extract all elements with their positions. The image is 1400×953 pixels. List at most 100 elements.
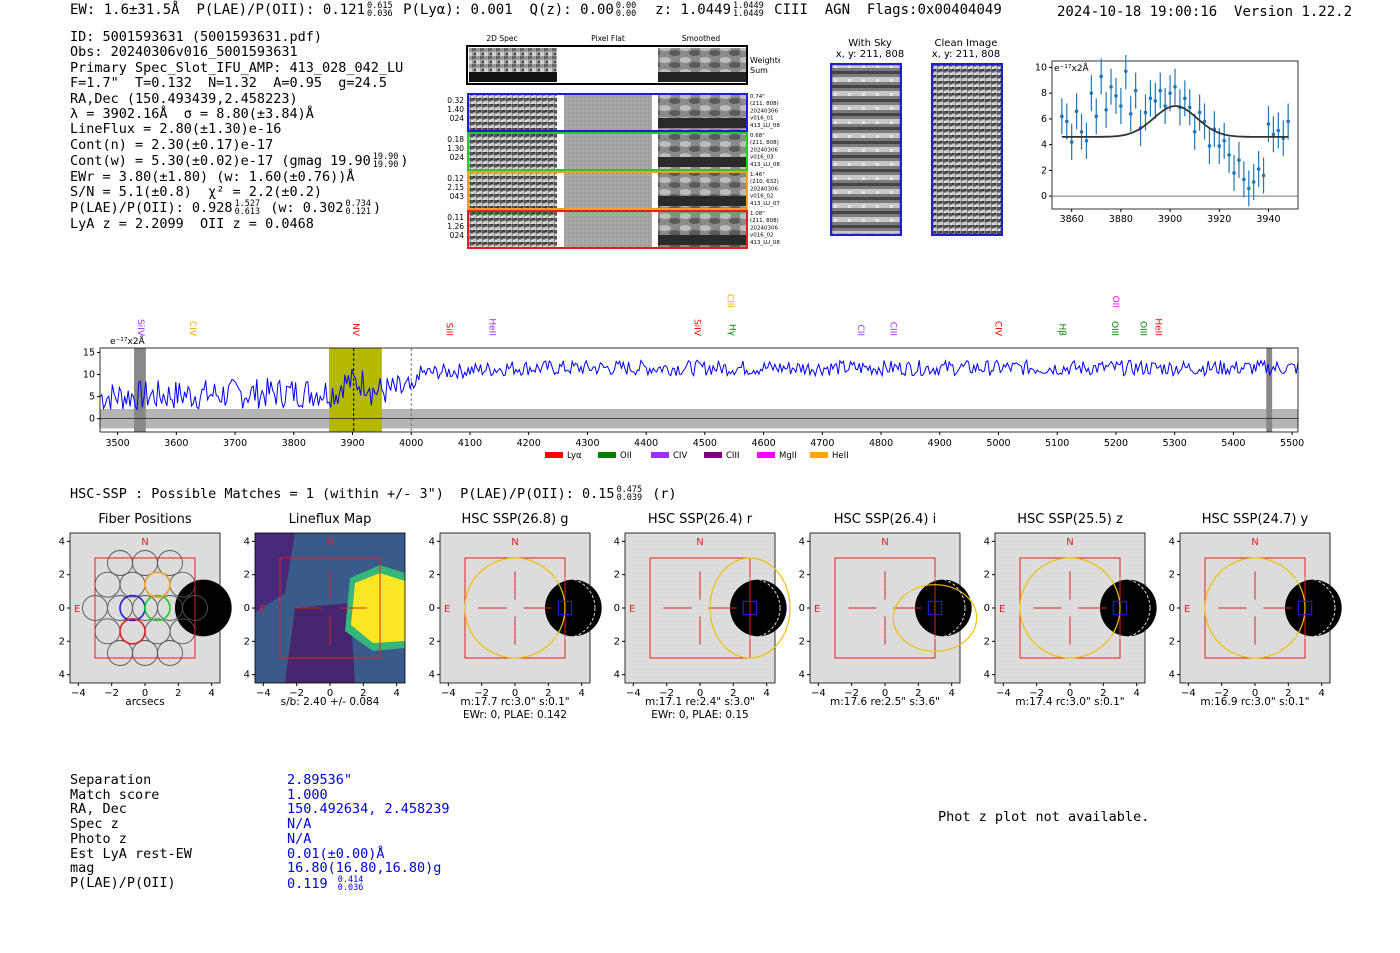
match-circle	[1089, 577, 1151, 639]
cutout-smoothed-band	[658, 196, 746, 206]
match-value: 0.119 0.414 0.036	[287, 874, 364, 893]
col-2d-spec: 2D Spec	[486, 34, 517, 43]
match-table: Separation 2.89536" Match score 1.000 RA, De…	[70, 773, 450, 892]
panel-title: HSC SSP(26.4) r	[647, 512, 753, 527]
info-sn: S/N = 5.1(±0.8) χ² = 2.2(±0.2)	[70, 184, 322, 201]
panel-ytick-label: 0	[244, 603, 250, 614]
north-label: N	[141, 537, 148, 548]
zoom-ytick-label: 4	[1041, 140, 1047, 151]
zoom-data-point	[1286, 119, 1290, 124]
match-key: Separation	[70, 772, 152, 788]
panel-ytick-label: 2	[984, 570, 990, 581]
match-value: 0.01(±0.00)Å	[287, 845, 385, 862]
match-circle	[719, 577, 781, 639]
panel-xtick-label: 4	[1318, 688, 1324, 699]
cutout-row-left-label: 0.12	[447, 174, 464, 183]
info-lambda: λ = 3902.16Å σ = 8.80(±3.84)Å	[70, 106, 314, 123]
spec-legend-label: Lyα	[567, 451, 582, 461]
spec-line-label: SiIV	[135, 319, 145, 337]
panel-xtick-label: 4	[393, 688, 399, 699]
cutout-row-left-label: 043	[450, 192, 465, 201]
panel-xtick-label: 0	[697, 688, 703, 699]
panel-ytick-label: −4	[613, 670, 620, 681]
col-smoothed: Smoothed	[682, 34, 721, 43]
zoom-data-point	[1222, 138, 1226, 143]
header-z-range: 1.0449 1.0449	[733, 1, 764, 19]
spec-line-label: OIII	[1109, 321, 1119, 336]
header-z: z: 1.0449	[655, 2, 732, 18]
cutout-pixel-flat	[564, 133, 652, 170]
cutout-2d-spec	[469, 94, 557, 131]
panel-xtick-label: 0	[1252, 688, 1258, 699]
info-fwhm: F=1.7" T=0.132 N=1.32 A=0.95 g=24.5	[70, 75, 387, 92]
panel-xtick-label: −2	[474, 688, 489, 699]
panel-ytick-label: −2	[428, 636, 435, 647]
match-table-row: Est LyA rest-EW 0.01(±0.00)Å	[70, 845, 450, 862]
zoom-data-point	[1128, 111, 1133, 116]
panel-ytick-label: 4	[59, 536, 65, 547]
spec-xtick-label: 3900	[340, 438, 364, 449]
match-key: mag	[70, 860, 95, 877]
bright-source	[545, 579, 602, 637]
weighted-sum-smoothed-band	[658, 72, 746, 82]
with-sky-title: With Sky x, y: 211, 808	[835, 38, 905, 60]
spec-legend-swatch	[545, 452, 563, 458]
panel-ytick-label: 2	[1169, 570, 1175, 581]
match-key: RA, Dec	[70, 801, 127, 818]
panel-image: N E −4 −4 −2 −2 0 0 2 2 4 4	[243, 532, 406, 699]
panel-xtick-label: 4	[578, 688, 584, 699]
bright-source	[915, 579, 972, 637]
panel-ytick-label: 0	[59, 603, 65, 614]
spec-xtick-label: 5100	[1045, 438, 1069, 449]
match-table-row: P(LAE)/P(OII) 0.119 0.414 0.036	[70, 874, 450, 893]
panel-xtick-label: −2	[844, 688, 859, 699]
imaging-panel: HSC SSP(26.8) g N E −4 −4 −2 −2 0 0 2 2 4 4 m:17.7 rc…	[428, 510, 625, 725]
zoom-fit-chart: 3860 3880 3900 3920 3940 0 2 4 6 8 10 e⁻¹⁷x2Å	[1035, 55, 1299, 225]
spec-xtick-label: 3500	[106, 438, 130, 449]
panel-xtick-label: −4	[626, 688, 641, 699]
header-plya: P(Lyα): 0.001	[403, 2, 513, 18]
cutout-row-frame	[467, 132, 748, 171]
panel-xtick-label: −2	[1214, 688, 1229, 699]
panel-xtick-label: 2	[1100, 688, 1106, 699]
match-table-row: RA, Dec 150.492634, 2.458239	[70, 802, 450, 817]
imaging-panel: Lineflux Map N E −4 −4 −2 −2 0 0 2 2 4 4 s/b: 2.40 +/…	[243, 510, 440, 725]
zoom-data-point	[1197, 110, 1202, 115]
cutout-row-left-label: 0.32	[447, 96, 464, 105]
match-key: Spec z	[70, 816, 119, 833]
panel-title: Lineflux Map	[288, 512, 372, 527]
spec-xtick-label: 4300	[575, 438, 599, 449]
panel-xtick-label: 2	[175, 688, 181, 699]
spec-ytick-label: 10	[83, 370, 95, 381]
north-label: N	[511, 537, 518, 548]
spec-legend-swatch	[757, 452, 775, 458]
panel-ytick-label: 2	[59, 570, 65, 581]
zoom-data-point	[1217, 144, 1222, 148]
panel-xtick-label: −2	[1029, 688, 1044, 699]
cutout-smoothed-band	[658, 118, 746, 128]
spec-line-label: OII	[1110, 296, 1120, 308]
zoom-data-point	[1266, 122, 1271, 126]
panel-ytick-label: −2	[613, 636, 620, 647]
cutout-row-left-label: 0.11	[447, 213, 464, 222]
spec-line-label: CIV	[187, 321, 197, 337]
panel-xtick-label: 0	[142, 688, 148, 699]
lineflux-peak	[351, 573, 405, 643]
zoom-data-point	[1256, 167, 1261, 171]
panel-xtick-label: 4	[208, 688, 214, 699]
info-primary: Primary Spec_Slot_IFU_AMP: 413_028_042_L…	[70, 59, 404, 76]
zoom-data-point	[1124, 69, 1128, 74]
bright-source	[175, 579, 232, 637]
east-label: E	[259, 604, 265, 615]
match-box	[742, 600, 758, 616]
panel-xtick-label: −4	[256, 688, 271, 699]
match-value: 1.000	[287, 786, 328, 803]
source-ellipse	[709, 557, 791, 659]
cutout-pixel-flat	[564, 94, 652, 131]
spec-legend-label: MgII	[779, 451, 797, 461]
match-box	[1297, 600, 1313, 616]
match-circle	[904, 577, 966, 639]
cutout-row-right-label: 20240306	[750, 108, 778, 114]
north-label: N	[881, 537, 888, 548]
detection-info: ID: 5001593631 (5001593631.pdf) Obs: 202…	[70, 29, 408, 232]
